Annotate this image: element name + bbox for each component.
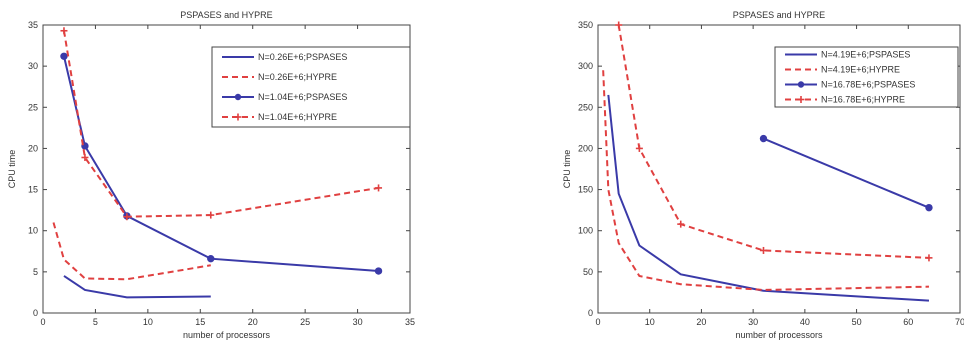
legend-entry: N=1.04E+6;HYPRE xyxy=(222,112,337,122)
legend-label: N=16.78E+6;HYPRE xyxy=(821,95,905,105)
chart-title: PSPASES and HYPRE xyxy=(180,10,272,20)
series-n-0-26e-6-pspases xyxy=(63,275,211,299)
x-tick-label: 25 xyxy=(300,317,310,327)
legend-marker xyxy=(234,113,242,121)
data-point xyxy=(374,267,383,275)
data-point xyxy=(677,220,685,228)
x-tick-label: 5 xyxy=(93,317,98,327)
data-point xyxy=(60,27,68,35)
x-tick-label: 10 xyxy=(645,317,655,327)
legend-label: N=0.26E+6;HYPRE xyxy=(258,72,337,82)
y-tick-label: 150 xyxy=(578,185,593,195)
legend-entry: N=16.78E+6;PSPASES xyxy=(785,80,915,90)
plot-frame xyxy=(42,24,411,314)
series-n-16-78e-6-hypre xyxy=(615,21,933,262)
series-n-1-04e-6-hypre xyxy=(60,27,383,221)
y-tick-label: 200 xyxy=(578,143,593,153)
data-point xyxy=(615,21,623,29)
legend-entry: N=16.78E+6;HYPRE xyxy=(785,95,905,105)
legend: N=4.19E+6;PSPASES N=4.19E+6;HYPRE N=16.78E… xyxy=(774,46,959,108)
series-n-4-19e-6-hypre xyxy=(602,70,929,291)
x-tick-label: 30 xyxy=(748,317,758,327)
y-tick-label: 250 xyxy=(578,102,593,112)
x-tick-label: 15 xyxy=(195,317,205,327)
y-tick-label: 350 xyxy=(578,20,593,30)
x-axis-label: number of processors xyxy=(735,330,823,340)
y-axis-label: CPU time xyxy=(7,150,17,189)
legend-marker xyxy=(797,81,805,88)
legend-box xyxy=(774,46,959,108)
legend-box xyxy=(211,46,411,128)
x-tick-label: 40 xyxy=(800,317,810,327)
data-point xyxy=(759,134,768,143)
x-tick-label: 35 xyxy=(405,317,415,327)
legend-label: N=4.19E+6;HYPRE xyxy=(821,65,900,75)
y-tick-label: 20 xyxy=(28,143,38,153)
y-tick-label: 35 xyxy=(28,20,38,30)
x-tick-label: 0 xyxy=(595,317,600,327)
series-line xyxy=(52,222,211,281)
x-tick-label: 30 xyxy=(353,317,363,327)
legend-label: N=4.19E+6;PSPASES xyxy=(821,50,910,60)
chart-1: PSPASES and HYPRE 0 5 10 15 20 25 30 35 0 5 10 15 20 2… xyxy=(7,10,415,340)
data-point xyxy=(759,246,767,254)
x-axis-label: number of processors xyxy=(183,330,271,340)
y-tick-label: 10 xyxy=(28,226,38,236)
series-line xyxy=(763,137,930,209)
chart-title: PSPASES and HYPRE xyxy=(733,10,825,20)
data-point xyxy=(123,213,131,221)
series-line xyxy=(607,94,930,302)
series-line xyxy=(602,70,929,291)
legend-entry: N=0.26E+6;HYPRE xyxy=(222,72,337,82)
y-tick-label: 30 xyxy=(28,61,38,71)
legend-entry: N=1.04E+6;PSPASES xyxy=(222,92,347,102)
plot-frame xyxy=(597,24,961,314)
data-point xyxy=(81,153,89,161)
x-tick-label: 10 xyxy=(143,317,153,327)
series-n-4-19e-6-pspases xyxy=(607,94,930,302)
x-tick-label: 20 xyxy=(248,317,258,327)
data-point xyxy=(60,52,68,60)
series-n-0-26e-6-hypre xyxy=(52,222,211,281)
data-point xyxy=(635,144,643,152)
data-point xyxy=(375,184,383,192)
data-point xyxy=(207,254,215,263)
chart-2: PSPASES and HYPRE 0 10 20 30 40 50 60 70 0 50 100 15… xyxy=(562,10,964,340)
y-tick-label: 0 xyxy=(588,308,593,318)
series-line xyxy=(63,275,211,299)
y-axis-label: CPU time xyxy=(562,150,572,189)
y-tick-label: 15 xyxy=(28,185,38,195)
data-point xyxy=(925,254,933,262)
x-tick-label: 60 xyxy=(903,317,913,327)
y-tick-label: 25 xyxy=(28,102,38,112)
legend-marker xyxy=(797,96,805,103)
legend-entry: N=0.26E+6;PSPASES xyxy=(222,52,347,62)
y-tick-label: 0 xyxy=(33,308,38,318)
x-tick-label: 20 xyxy=(696,317,706,327)
y-tick-label: 100 xyxy=(578,226,593,236)
legend-marker xyxy=(234,93,242,101)
legend-label: N=1.04E+6;PSPASES xyxy=(258,92,347,102)
x-tick-label: 70 xyxy=(955,317,964,327)
legend: N=0.26E+6;PSPASES N=0.26E+6;HYPRE N=1.04E+… xyxy=(211,46,411,128)
legend-entry: N=4.19E+6;PSPASES xyxy=(785,50,910,60)
x-tick-label: 50 xyxy=(852,317,862,327)
y-tick-label: 300 xyxy=(578,61,593,71)
y-tick-label: 50 xyxy=(583,267,593,277)
legend-label: N=0.26E+6;PSPASES xyxy=(258,52,347,62)
x-tick-label: 0 xyxy=(40,317,45,327)
data-point xyxy=(207,211,215,219)
legend-entry: N=4.19E+6;HYPRE xyxy=(785,65,900,75)
series-n-16-78e-6-pspases xyxy=(759,134,933,212)
data-point xyxy=(925,203,933,212)
legend-label: N=1.04E+6;HYPRE xyxy=(258,112,337,122)
y-tick-label: 5 xyxy=(33,267,38,277)
legend-label: N=16.78E+6;PSPASES xyxy=(821,80,915,90)
